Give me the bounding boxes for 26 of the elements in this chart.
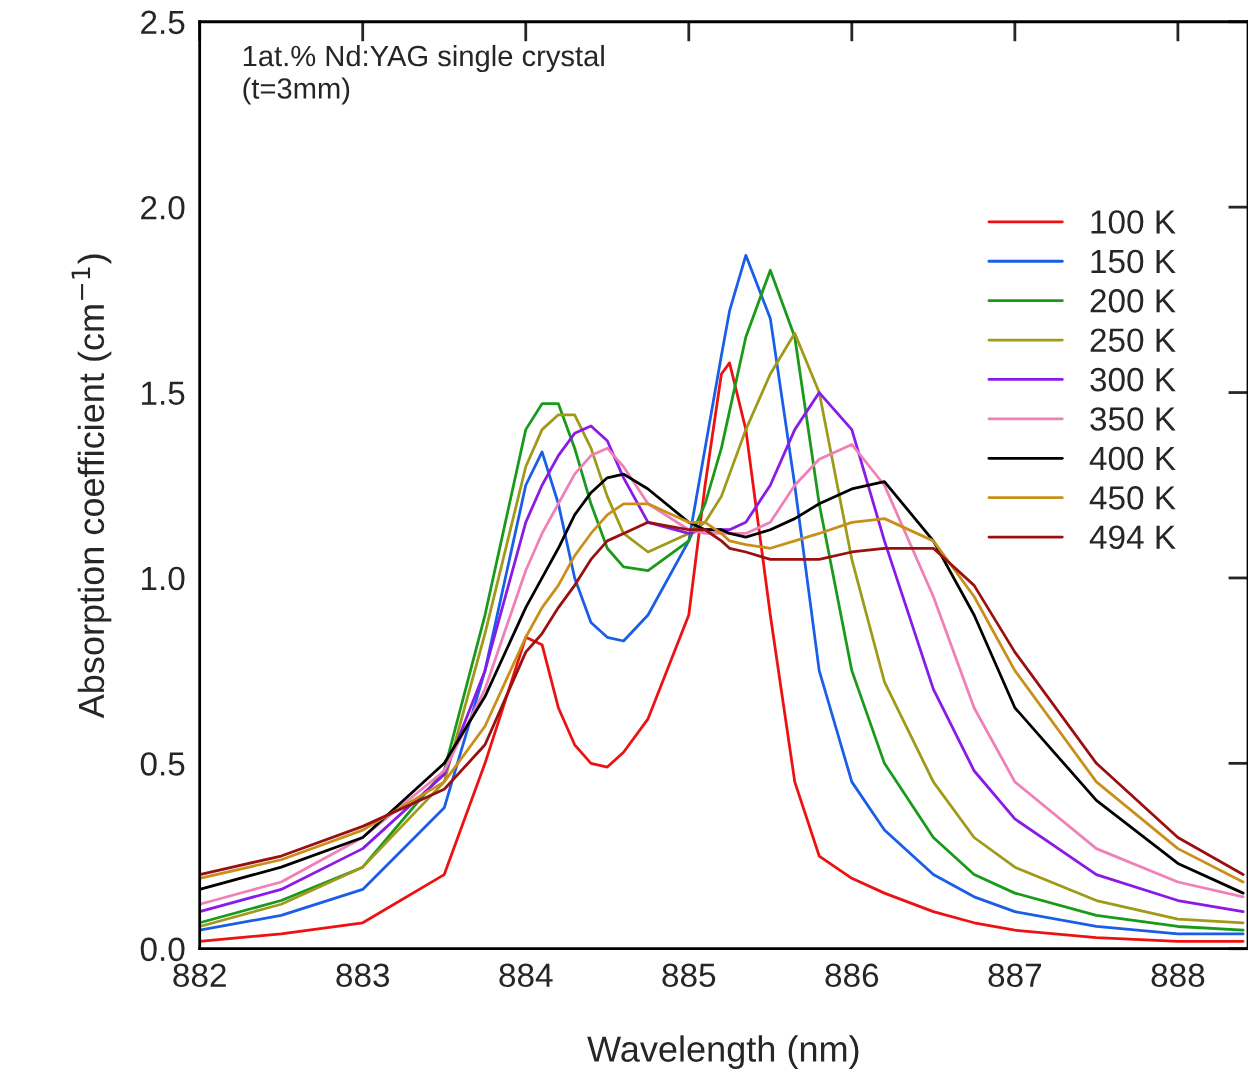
legend-label: 400 K: [1089, 446, 1176, 471]
x-tick-label: 885: [662, 963, 716, 988]
y-tick-label: 0.0: [140, 937, 185, 962]
x-tick-label: 888: [1151, 963, 1205, 988]
y-tick-label: 2.5: [141, 10, 185, 35]
y-tick-label: 0.5: [140, 752, 185, 776]
legend-label: 494 K: [1089, 525, 1176, 550]
y-tick-label: 2.0: [141, 195, 185, 220]
legend-label: 150 K: [1091, 249, 1176, 274]
legend-label: 350 K: [1090, 407, 1176, 431]
legend-label: 250 K: [1090, 328, 1176, 353]
y-tick-label: 1.0: [142, 566, 185, 591]
annotation: (t=3mm): [243, 77, 350, 105]
x-tick-label: 884: [499, 963, 553, 988]
legend-label: 300 K: [1090, 367, 1176, 392]
legend-label: 450 K: [1089, 486, 1176, 510]
legend-label: 200 K: [1090, 289, 1176, 313]
x-tick-label: 886: [825, 963, 879, 988]
x-axis-title: Wavelength (nm): [587, 1035, 859, 1070]
y-axis-title: Absorption coefficient (cm$^{−1}$): [71, 254, 112, 719]
x-tick-label: 882: [173, 963, 226, 988]
y-tick-label: 1.5: [142, 381, 185, 405]
legend-label: 100 K: [1091, 210, 1176, 234]
x-tick-label: 883: [336, 963, 390, 988]
annotation: 1at.% Nd:YAG single crystal: [243, 44, 604, 73]
x-tick-label: 887: [988, 963, 1041, 988]
